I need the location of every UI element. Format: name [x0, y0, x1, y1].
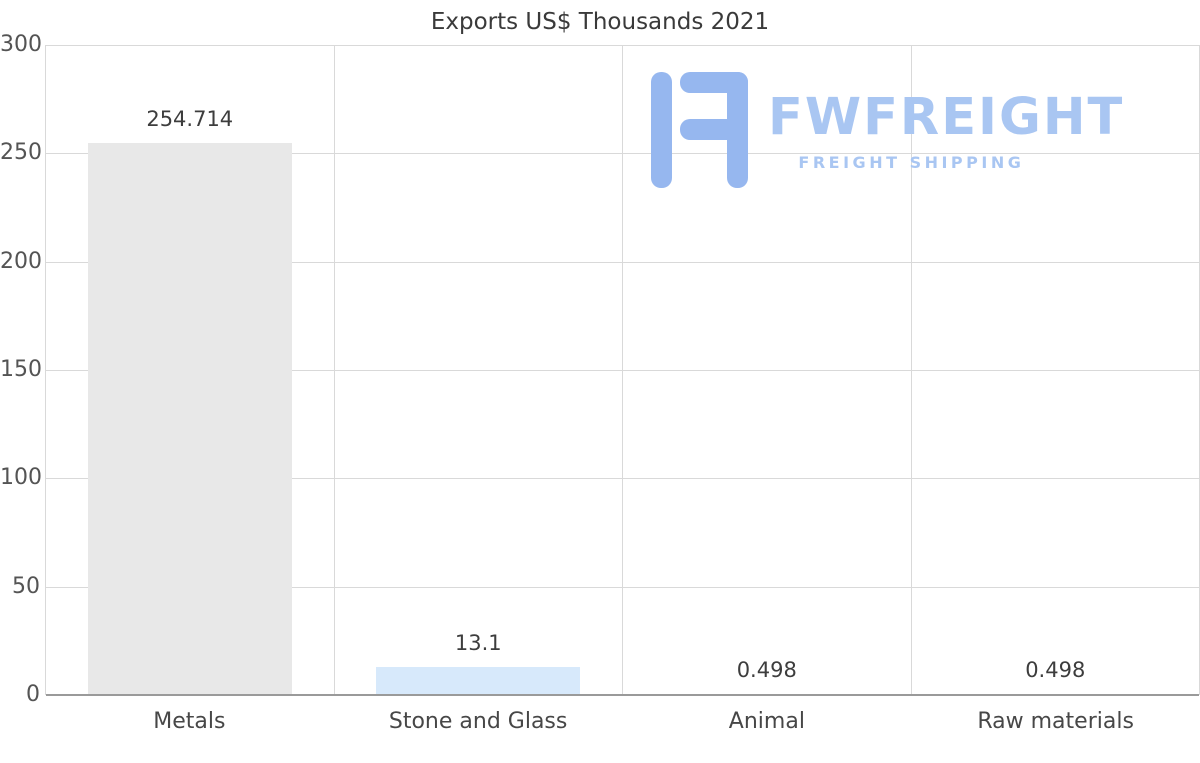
bar-value-label: 0.498 — [1025, 658, 1086, 682]
x-axis-label: Metals — [153, 709, 226, 734]
y-tick-label: 100 — [0, 465, 42, 491]
plot-area: 254.714 13.1 0.498 0.498 FWFREIGHT FREIGHT … — [45, 45, 1200, 696]
bar-column: 13.1 — [333, 45, 623, 695]
bar-column: 254.714 — [46, 45, 334, 695]
y-tick-label: 50 — [12, 573, 40, 599]
bar-value-label: 0.498 — [736, 658, 797, 682]
y-tick-label: 200 — [0, 248, 42, 274]
fwfreight-logo: FWFREIGHT FREIGHT SHIPPING — [651, 72, 1124, 188]
x-axis-line — [46, 694, 1199, 696]
y-tick-label: 250 — [0, 140, 42, 166]
logo-brand: FWFREIGHT — [768, 88, 1125, 147]
x-axis-label: Animal — [728, 709, 805, 734]
y-tick-label: 150 — [0, 357, 42, 382]
bar — [376, 667, 581, 695]
fwfreight-logo-icon — [651, 72, 748, 188]
chart-title: Exports US$ Thousands 2021 — [430, 9, 770, 35]
logo-text: FWFREIGHT FREIGHT SHIPPING — [768, 92, 1124, 172]
bar-value-label: 254.714 — [146, 107, 234, 131]
y-axis: 0 50 100 150 200 250 300 — [0, 34, 42, 706]
logo-tagline: FREIGHT SHIPPING — [798, 153, 1025, 172]
bar-value-label: 13.1 — [454, 631, 502, 655]
x-axis-label: Stone and Glass — [388, 709, 568, 734]
y-tick-label: 0 — [26, 682, 40, 707]
x-axis: Metals Stone and Glass Animal Raw materials — [45, 697, 1200, 747]
x-axis-label: Raw materials — [977, 709, 1134, 734]
y-tick-label: 300 — [0, 32, 42, 57]
bar — [87, 143, 292, 695]
columns: 254.714 13.1 0.498 0.498 — [46, 45, 1199, 695]
